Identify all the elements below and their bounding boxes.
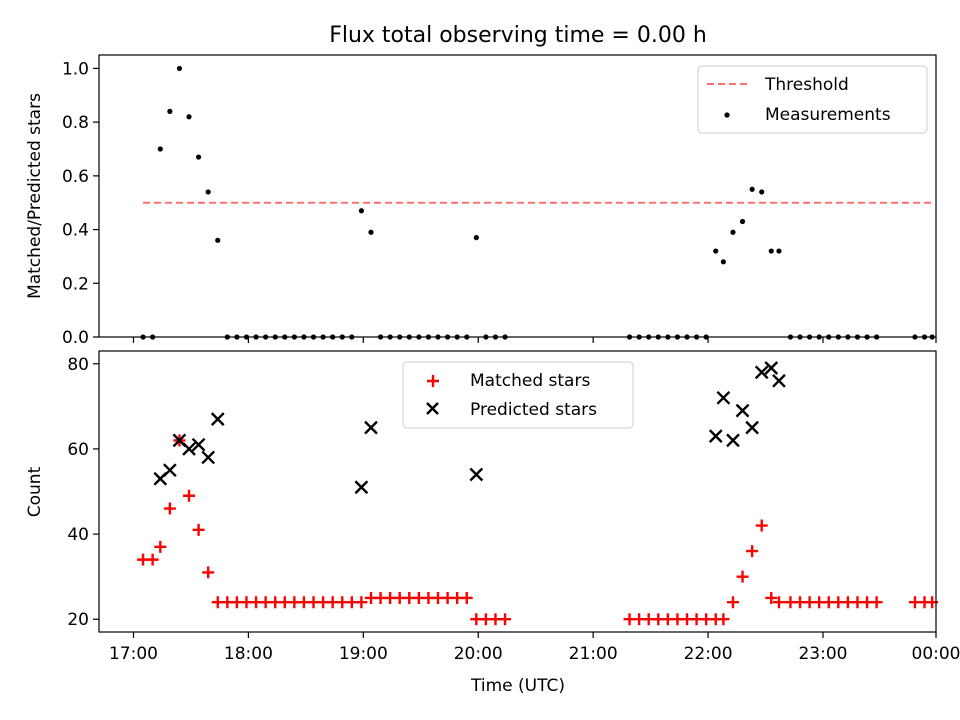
bottom-legend: Matched stars Predicted stars	[402, 361, 634, 429]
bottom-y-tick-label: 40	[67, 525, 89, 545]
bottom-legend-predicted-swatch	[426, 402, 439, 415]
predicted-star-point	[201, 450, 216, 465]
x-axis-label: Time (UTC)	[470, 676, 565, 696]
x-tick-label: 20:00	[454, 644, 503, 664]
matched-star-point	[146, 553, 159, 566]
measurement-point	[759, 189, 765, 195]
predicted-star-point	[191, 437, 206, 452]
top-y-tick-label: 0.4	[62, 221, 89, 241]
x-tick-label: 18:00	[224, 644, 273, 664]
matched-star-point	[192, 523, 205, 536]
bottom-panel: 20 40 60 80 17:00 18:00 19:00 20:00 21:00 22:00 23…	[25, 350, 960, 696]
predicted-star-point	[469, 467, 484, 482]
predicted-star-point	[764, 361, 779, 375]
measurement-point	[776, 248, 782, 254]
x-tick-label: 19:00	[339, 644, 388, 664]
measurement-point	[157, 146, 163, 152]
predicted-star-point	[735, 403, 750, 418]
bottom-y-tick-label: 20	[67, 610, 89, 630]
bottom-marks	[137, 361, 939, 626]
measurement-point	[473, 235, 479, 241]
measurement-point	[205, 189, 211, 195]
matched-star-point	[183, 489, 196, 502]
matched-star-point	[736, 570, 749, 583]
measurement-point	[186, 114, 192, 120]
measurement-point	[368, 229, 374, 235]
bottom-y-tick-label: 80	[67, 355, 89, 375]
matched-star-point	[746, 545, 759, 558]
matched-star-point	[717, 613, 730, 626]
top-y-tick-label: 0.6	[62, 167, 89, 187]
bottom-axes: 20 40 60 80 17:00 18:00 19:00 20:00 21:00 22:00 23…	[67, 355, 960, 664]
matched-star-point	[202, 566, 215, 579]
matched-star-point	[460, 591, 473, 604]
matched-star-point	[755, 519, 768, 532]
top-axes-frame	[98, 54, 937, 338]
matched-star-point	[163, 502, 176, 515]
top-y-axis-label: Matched/Predicted stars	[25, 93, 45, 299]
top-y-tick-label: 0.8	[62, 113, 89, 133]
predicted-star-point	[210, 412, 225, 426]
top-legend-measurements-label: Measurements	[765, 105, 891, 125]
predicted-star-point	[726, 433, 740, 448]
measurement-point	[749, 186, 755, 192]
predicted-star-point	[772, 373, 786, 388]
predicted-star-point	[182, 442, 196, 456]
x-tick-label: 17:00	[109, 644, 158, 664]
top-panel: 0.0 0.2 0.4 0.6 0.8 1.0 Matched/Predicted sta…	[25, 54, 937, 348]
predicted-star-point	[354, 480, 369, 495]
top-y-tick-label: 0.2	[62, 274, 89, 294]
measurement-point	[768, 248, 774, 254]
matched-star-point	[355, 596, 368, 609]
predicted-star-point	[745, 420, 759, 435]
matched-star-point	[870, 596, 883, 609]
predicted-star-point	[708, 429, 723, 444]
measurement-point	[730, 229, 736, 235]
bottom-y-axis-label: Count	[25, 466, 45, 517]
predicted-star-point	[716, 390, 731, 405]
top-y-tick-label: 1.0	[62, 59, 89, 79]
predicted-star-point	[364, 420, 378, 435]
measurement-point	[195, 154, 202, 160]
top-legend-measurements-swatch	[724, 112, 730, 118]
matched-star-point	[772, 596, 785, 609]
bottom-legend-matched-label: Matched stars	[470, 371, 590, 391]
top-axes: 0.0 0.2 0.4 0.6 0.8 1.0	[62, 59, 937, 348]
figure-title: Flux total observing time = 0.00 h	[329, 23, 707, 48]
predicted-star-point	[163, 463, 177, 478]
measurement-point	[215, 237, 221, 243]
x-tick-label: 00:00	[912, 644, 960, 664]
measurement-point	[176, 65, 183, 72]
matched-star-point	[726, 596, 739, 609]
top-y-tick-label: 0.0	[62, 328, 89, 348]
bottom-axes-frame	[98, 350, 937, 633]
x-tick-label: 23:00	[798, 644, 847, 664]
matched-star-point	[154, 540, 167, 553]
measurement-point	[739, 218, 746, 225]
bottom-legend-predicted-label: Predicted stars	[470, 400, 597, 420]
bottom-legend-matched-swatch	[427, 375, 439, 387]
measurement-point	[167, 108, 173, 114]
measurement-point	[358, 208, 365, 214]
predicted-star-point	[754, 365, 769, 380]
bottom-y-tick-label: 60	[67, 440, 89, 460]
top-legend-box	[697, 65, 928, 134]
measurement-point	[713, 248, 719, 254]
x-tick-label: 21:00	[569, 644, 618, 664]
x-tick-label: 22:00	[684, 644, 733, 664]
matched-star-point	[499, 613, 512, 626]
bottom-legend-box	[402, 361, 634, 429]
measurement-point	[720, 259, 726, 265]
matched-star-point	[765, 591, 778, 604]
top-legend-threshold-label: Threshold	[764, 75, 849, 95]
top-legend: Threshold Measurements	[697, 65, 928, 134]
